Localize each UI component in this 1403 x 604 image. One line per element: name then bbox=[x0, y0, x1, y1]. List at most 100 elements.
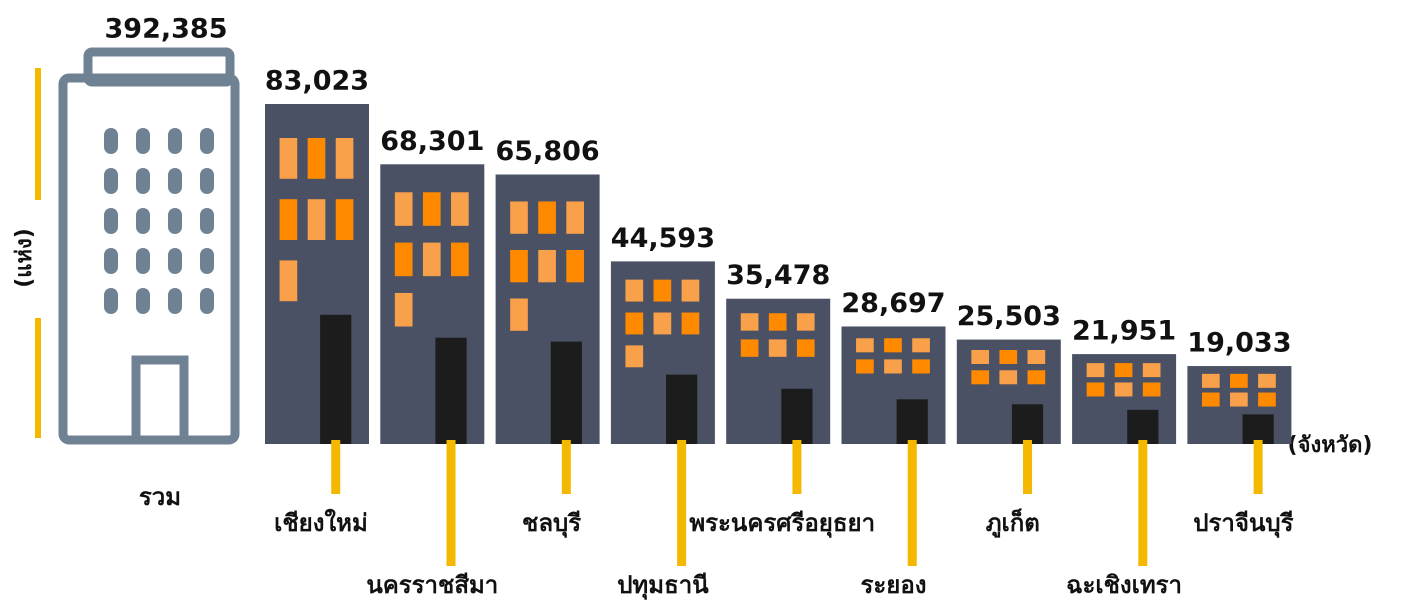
window bbox=[653, 312, 672, 335]
x-tick-label: ปทุมธานี bbox=[617, 571, 709, 601]
x-tick-label: ปราจีนบุรี bbox=[1193, 509, 1293, 539]
window bbox=[1258, 392, 1276, 407]
door bbox=[1242, 414, 1274, 444]
window bbox=[136, 288, 150, 314]
total-label: รวม bbox=[139, 483, 181, 511]
window bbox=[1142, 382, 1161, 397]
y-axis-label: (แห่ง) bbox=[12, 228, 37, 288]
window bbox=[335, 199, 354, 240]
window bbox=[1230, 373, 1248, 388]
window bbox=[451, 242, 469, 277]
value-label: 44,593 bbox=[611, 223, 715, 254]
window bbox=[1027, 370, 1046, 385]
door bbox=[435, 337, 467, 444]
value-label: 25,503 bbox=[957, 301, 1061, 332]
window bbox=[971, 370, 990, 385]
x-tick-label: ชลบุรี bbox=[522, 509, 581, 539]
door bbox=[781, 388, 813, 444]
window bbox=[168, 168, 182, 194]
window bbox=[279, 138, 298, 179]
total-windows bbox=[104, 128, 214, 314]
window bbox=[681, 279, 700, 302]
window bbox=[1230, 392, 1248, 407]
window bbox=[104, 208, 118, 234]
value-label: 19,033 bbox=[1187, 328, 1291, 359]
window bbox=[768, 339, 787, 357]
x-tick-label: เชียงใหม่ bbox=[274, 508, 368, 537]
window bbox=[912, 359, 930, 374]
window bbox=[104, 248, 118, 274]
window bbox=[200, 248, 214, 274]
window bbox=[538, 201, 556, 234]
window bbox=[796, 313, 815, 331]
window bbox=[394, 242, 413, 277]
window bbox=[999, 370, 1018, 385]
x-tick-label: พระนครศรีอยุธยา bbox=[689, 509, 875, 539]
window bbox=[510, 249, 528, 283]
window bbox=[1201, 373, 1220, 388]
value-label: 35,478 bbox=[726, 260, 830, 291]
window bbox=[394, 192, 413, 226]
window bbox=[653, 279, 672, 302]
window bbox=[104, 288, 118, 314]
window bbox=[307, 138, 326, 179]
window bbox=[856, 338, 874, 353]
window bbox=[1258, 373, 1276, 388]
x-axis-label: (จังหวัด) bbox=[1288, 433, 1373, 458]
value-label: 65,806 bbox=[495, 136, 599, 167]
window bbox=[104, 128, 118, 154]
window bbox=[912, 338, 930, 353]
window bbox=[168, 248, 182, 274]
value-label: 28,697 bbox=[841, 288, 945, 319]
window bbox=[168, 288, 182, 314]
window bbox=[1114, 382, 1133, 397]
window bbox=[681, 312, 700, 335]
door bbox=[1011, 404, 1044, 444]
window bbox=[200, 288, 214, 314]
window bbox=[566, 201, 584, 234]
value-label: 21,951 bbox=[1072, 316, 1176, 347]
window bbox=[394, 292, 413, 327]
window bbox=[884, 359, 902, 374]
window bbox=[566, 249, 584, 283]
x-tick-label: ฉะเชิงเทรา bbox=[1066, 571, 1182, 599]
window bbox=[538, 249, 556, 283]
window bbox=[884, 338, 902, 353]
window bbox=[796, 339, 815, 357]
window bbox=[104, 168, 118, 194]
window bbox=[1142, 363, 1161, 378]
window bbox=[136, 248, 150, 274]
value-label: 83,023 bbox=[265, 66, 369, 97]
door bbox=[550, 341, 582, 444]
window bbox=[279, 260, 298, 302]
window bbox=[1086, 363, 1105, 378]
window bbox=[335, 138, 354, 179]
window bbox=[510, 298, 528, 331]
window bbox=[971, 350, 990, 365]
window bbox=[625, 345, 644, 368]
door bbox=[666, 374, 698, 444]
window bbox=[200, 168, 214, 194]
window bbox=[451, 192, 469, 226]
window bbox=[422, 192, 441, 226]
window bbox=[1114, 363, 1133, 378]
x-tick-label: ภูเก็ต bbox=[986, 508, 1040, 538]
window bbox=[740, 313, 759, 331]
window bbox=[200, 128, 214, 154]
window bbox=[1027, 350, 1046, 365]
door bbox=[1127, 409, 1159, 444]
value-label: 68,301 bbox=[380, 126, 484, 157]
window bbox=[168, 128, 182, 154]
window bbox=[510, 201, 528, 234]
window bbox=[200, 208, 214, 234]
window bbox=[1086, 382, 1105, 397]
total-value-label: 392,385 bbox=[105, 14, 228, 45]
window bbox=[422, 242, 441, 277]
window bbox=[999, 350, 1018, 365]
x-tick-label: นครราชสีมา bbox=[366, 571, 498, 599]
total-building bbox=[58, 47, 240, 445]
door bbox=[320, 314, 352, 444]
door bbox=[896, 399, 928, 444]
window bbox=[168, 208, 182, 234]
